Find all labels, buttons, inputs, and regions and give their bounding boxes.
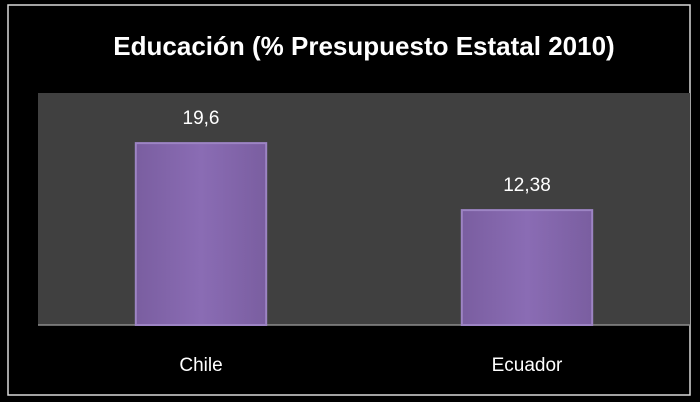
x-tick-label: Chile <box>179 355 222 376</box>
value-label: 19,6 <box>183 108 220 129</box>
value-label: 12,38 <box>503 175 551 196</box>
bar <box>460 209 594 326</box>
bar <box>134 142 268 326</box>
x-tick-label: Ecuador <box>492 355 563 376</box>
chart-title: Educación (% Presupuesto Estatal 2010) <box>113 31 614 61</box>
